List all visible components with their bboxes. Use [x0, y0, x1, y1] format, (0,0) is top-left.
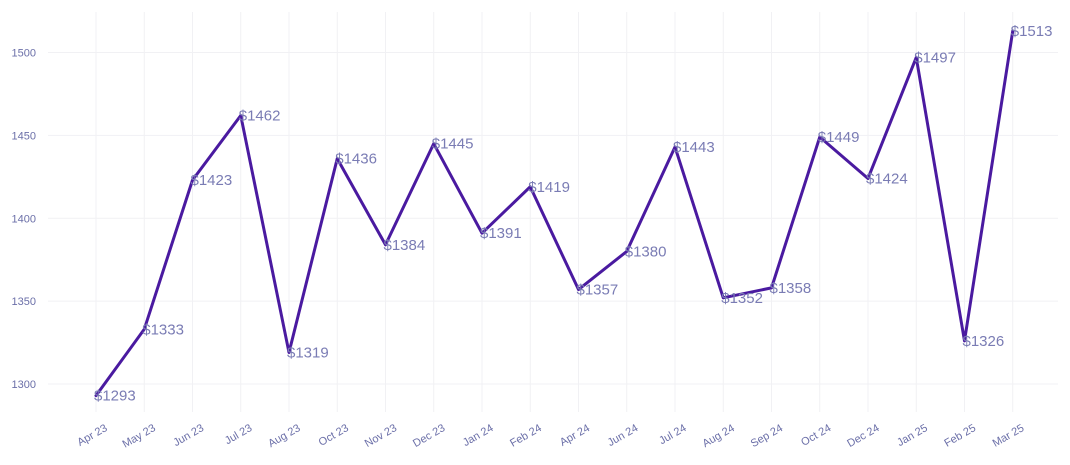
data-label: $1513 [1011, 23, 1053, 40]
data-labels: $1293 $1333 $1423 $1462 $1319 $1436 $1384 $1445… [94, 23, 1052, 405]
y-tick-label: 1400 [12, 213, 36, 225]
y-tick-label: 1450 [12, 130, 36, 142]
y-tick-label: 1300 [12, 379, 36, 391]
series-line [94, 29, 1015, 398]
x-tick-label: Jun 23 [171, 422, 206, 449]
data-label: $1419 [528, 179, 570, 196]
data-label: $1424 [866, 170, 908, 187]
data-label: $1436 [335, 151, 377, 168]
data-label: $1449 [818, 129, 860, 146]
x-tick-label: Dec 23 [411, 422, 447, 450]
data-label: $1333 [142, 321, 184, 338]
x-tick-label: Jul 24 [657, 422, 688, 447]
x-tick-label: May 23 [121, 422, 158, 450]
data-label: $1445 [432, 136, 474, 153]
data-label: $1443 [673, 139, 715, 156]
x-tick-label: Aug 23 [266, 422, 302, 450]
x-tick-label: Jul 23 [223, 422, 254, 447]
x-tick-label: Jan 24 [461, 422, 496, 449]
data-label: $1423 [191, 172, 233, 189]
data-label: $1319 [287, 345, 329, 362]
y-tick-label: 1350 [12, 296, 36, 308]
x-tick-label: Apr 24 [558, 422, 592, 449]
data-label: $1391 [480, 225, 522, 242]
x-tick-label: Feb 24 [508, 422, 544, 450]
data-label: $1462 [239, 107, 281, 124]
data-label: $1357 [577, 282, 619, 299]
x-tick-label: Apr 23 [75, 422, 109, 449]
x-axis-tick-labels: Apr 23 May 23 Jun 23 Jul 23 Aug 23 Oct 23 Nov … [75, 422, 1026, 450]
data-label: $1358 [770, 280, 812, 297]
x-tick-label: Mar 25 [991, 422, 1027, 450]
data-label: $1380 [625, 243, 667, 260]
x-tick-label: Aug 24 [701, 422, 737, 450]
data-label: $1497 [914, 49, 956, 66]
x-tick-label: Jan 25 [895, 422, 930, 449]
data-label: $1352 [721, 290, 763, 307]
x-tick-label: Feb 25 [942, 422, 978, 450]
grid-lines [48, 12, 1058, 412]
x-tick-label: Nov 23 [363, 422, 399, 450]
x-tick-label: Dec 24 [845, 422, 881, 450]
y-axis-tick-labels: 1300 1350 1400 1450 1500 [12, 48, 36, 392]
data-label: $1293 [94, 388, 136, 405]
x-tick-label: Oct 24 [799, 422, 833, 449]
x-tick-label: Sep 24 [749, 422, 785, 450]
data-label: $1384 [384, 237, 426, 254]
data-label: $1326 [963, 333, 1005, 350]
y-tick-label: 1500 [12, 48, 36, 60]
x-tick-label: Jun 24 [606, 422, 641, 449]
x-tick-label: Oct 23 [317, 422, 351, 449]
